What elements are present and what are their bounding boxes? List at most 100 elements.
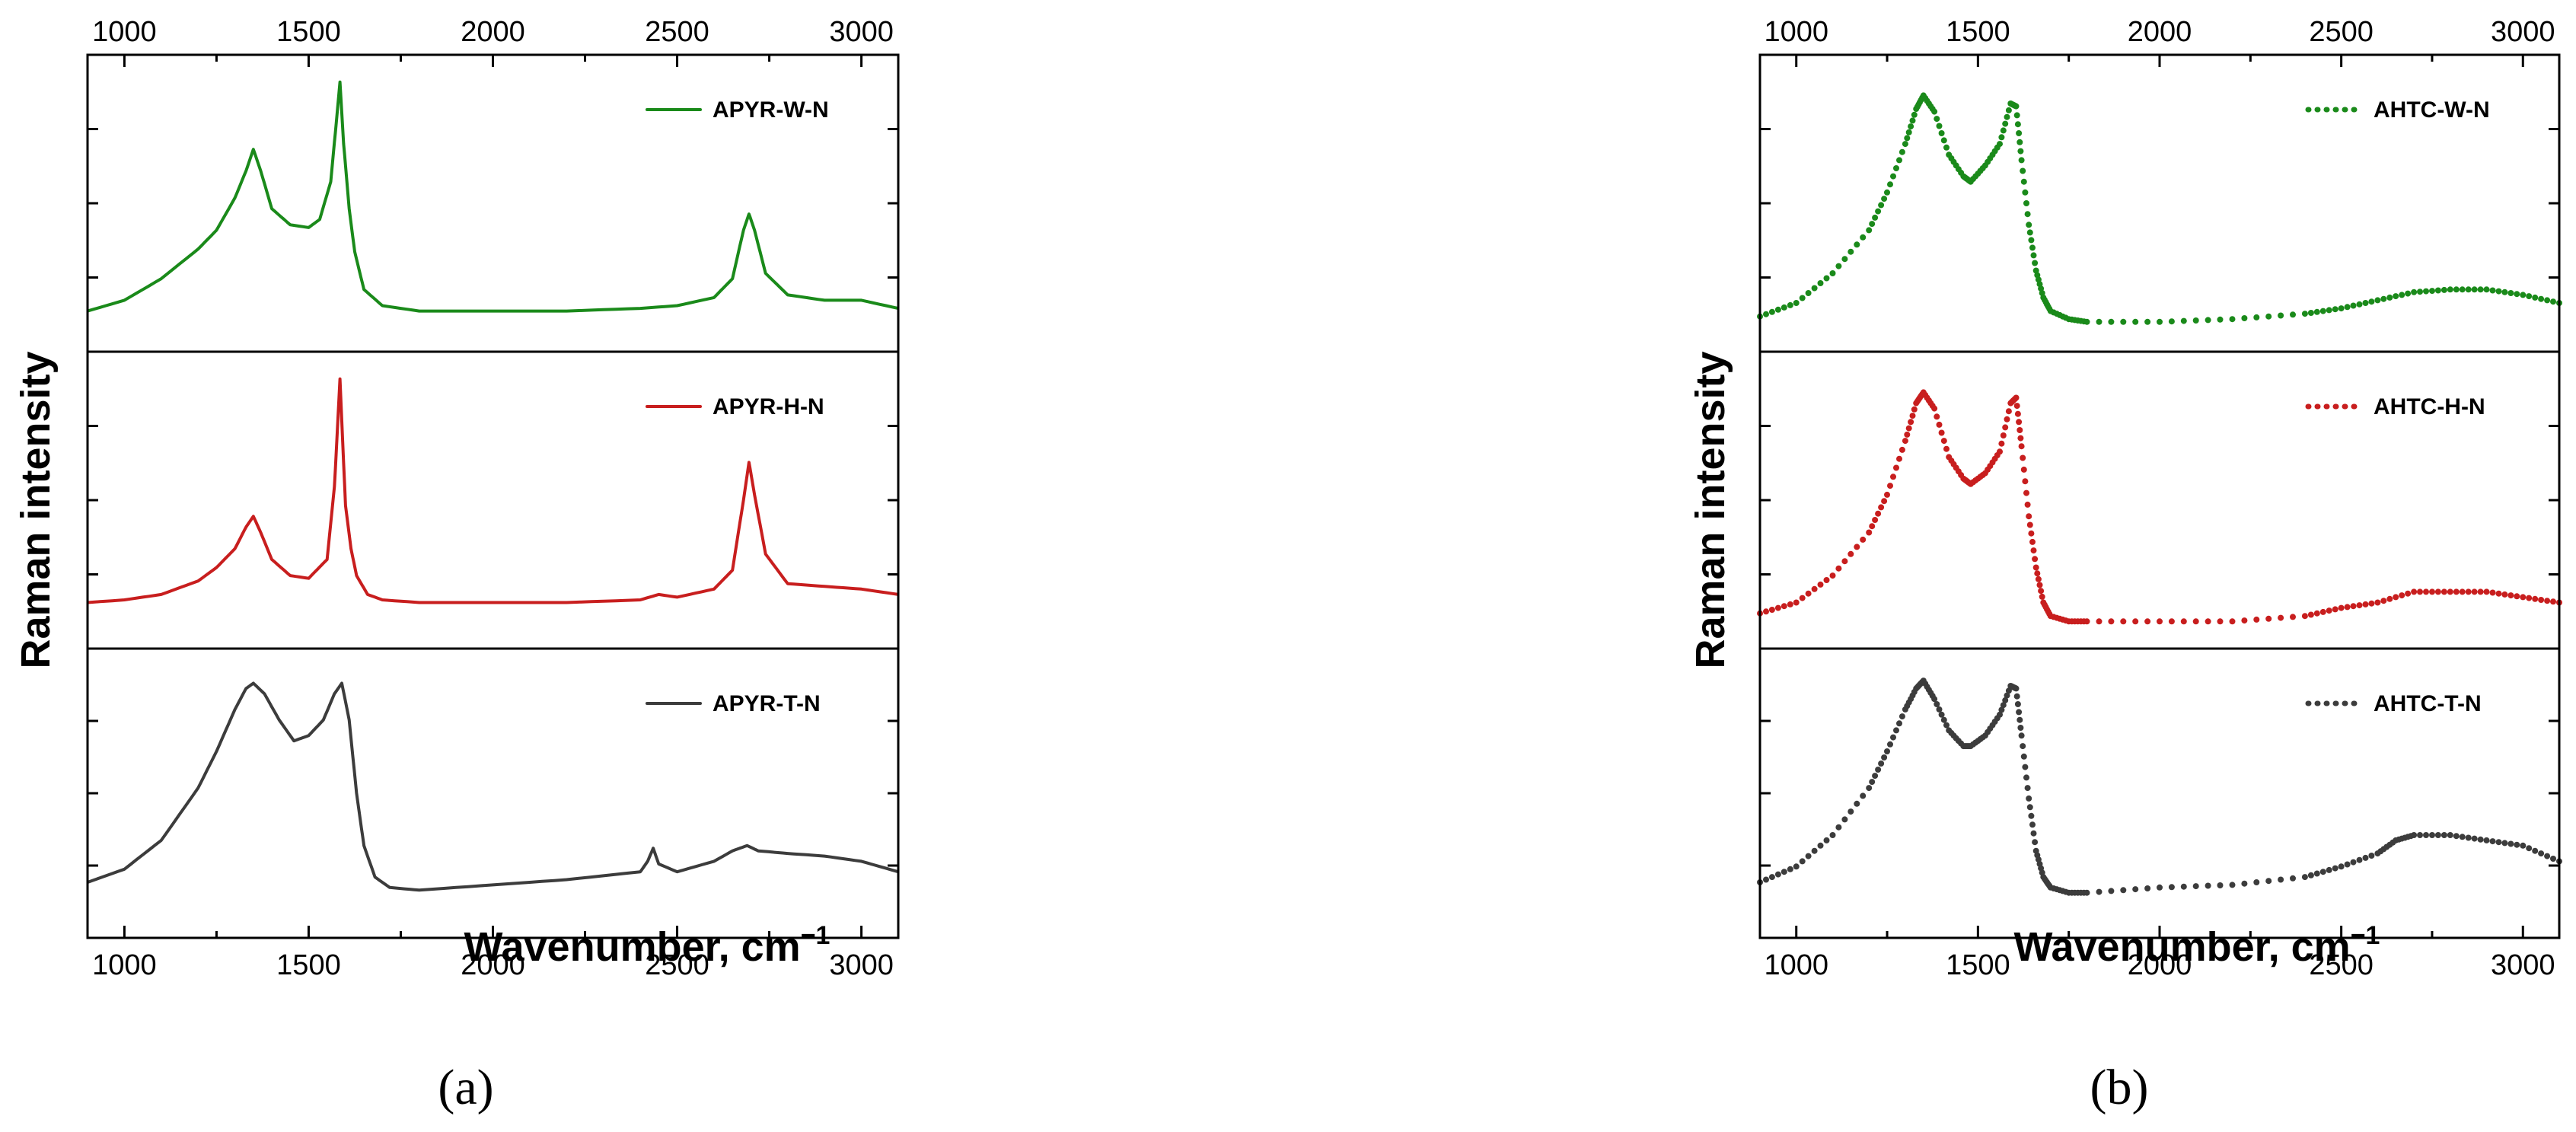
data-point-AHTC-T-N-7	[1799, 858, 1806, 865]
x-tick-label-bottom-b-2500: 2500	[2309, 949, 2374, 981]
data-point-AHTC-H-N-101	[2024, 501, 2031, 508]
data-point-AHTC-T-N-50	[1936, 706, 1943, 713]
data-point-AHTC-W-N-133	[2096, 318, 2103, 325]
data-point-AHTC-H-N-141	[2192, 618, 2199, 625]
data-point-AHTC-T-N-176	[2423, 832, 2429, 838]
data-point-AHTC-W-N-6	[1793, 300, 1800, 306]
data-point-AHTC-H-N-108	[2032, 564, 2039, 571]
data-point-AHTC-H-N-175	[2453, 588, 2460, 595]
data-point-AHTC-H-N-188	[2532, 595, 2539, 602]
data-point-AHTC-T-N-148	[2278, 876, 2284, 883]
data-point-AHTC-H-N-107	[2032, 556, 2039, 563]
data-point-AHTC-W-N-190	[2544, 297, 2551, 304]
data-point-AHTC-W-N-141	[2192, 317, 2199, 324]
data-point-AHTC-W-N-17	[1860, 234, 1867, 241]
data-point-AHTC-T-N-16	[1854, 800, 1860, 807]
data-point-AHTC-T-N-106	[2030, 830, 2037, 837]
data-point-AHTC-T-N-153	[2319, 869, 2326, 875]
data-point-AHTC-H-N-161	[2368, 600, 2375, 607]
x-tick-label-bottom-a-1500: 1500	[276, 949, 341, 981]
data-point-AHTC-T-N-23	[1881, 754, 1888, 761]
data-point-AHTC-T-N-24	[1884, 748, 1890, 754]
data-point-AHTC-H-N-83	[2005, 408, 2012, 415]
x-tick-label-bottom-b-2000: 2000	[2128, 949, 2192, 981]
data-point-AHTC-W-N-136	[2132, 318, 2139, 325]
data-point-AHTC-W-N-90	[2013, 103, 2020, 110]
x-tick-label-top-b-1500: 1500	[1946, 16, 2010, 48]
data-point-AHTC-W-N-164	[2386, 294, 2393, 301]
data-point-AHTC-T-N-91	[2013, 693, 2020, 700]
data-point-AHTC-T-N-136	[2132, 886, 2139, 893]
data-point-AHTC-H-N-151	[2307, 611, 2314, 618]
data-point-AHTC-H-N-53	[1943, 445, 1950, 452]
data-point-AHTC-T-N-94	[2016, 716, 2023, 723]
data-point-AHTC-T-N-19	[1869, 779, 1876, 786]
legend-entry-AHTC-T-N: AHTC-T-N	[2374, 691, 2482, 716]
data-point-AHTC-H-N-92	[2014, 410, 2021, 417]
x-tick-label-top-a-1000: 1000	[92, 16, 157, 48]
data-point-AHTC-T-N-53	[1943, 722, 1950, 729]
data-point-AHTC-T-N-182	[2459, 834, 2466, 840]
data-point-AHTC-W-N-21	[1875, 208, 1882, 215]
y-axis-label-b: Raman intensity	[1688, 351, 1733, 668]
data-point-AHTC-H-N-19	[1869, 523, 1876, 530]
data-point-AHTC-W-N-169	[2417, 289, 2423, 295]
data-point-AHTC-H-N-178	[2471, 588, 2478, 595]
data-point-AHTC-T-N-4	[1781, 869, 1787, 875]
data-point-AHTC-H-N-14	[1841, 558, 1848, 565]
data-point-AHTC-T-N-6	[1793, 863, 1800, 870]
data-point-AHTC-W-N-157	[2344, 304, 2351, 311]
data-point-AHTC-T-N-99	[2022, 764, 2029, 770]
data-point-AHTC-W-N-97	[2020, 167, 2026, 174]
data-point-AHTC-W-N-160	[2362, 300, 2369, 306]
data-point-AHTC-H-N-139	[2168, 618, 2175, 625]
data-point-AHTC-W-N-147	[2265, 313, 2272, 320]
data-point-AHTC-H-N-132	[2083, 618, 2090, 625]
data-point-AHTC-T-N-132	[2083, 889, 2090, 896]
data-point-AHTC-H-N-106	[2030, 547, 2037, 554]
data-point-AHTC-W-N-5	[1787, 301, 1793, 308]
data-point-AHTC-W-N-19	[1869, 221, 1876, 228]
panel-label-a: (a)	[438, 1060, 493, 1115]
data-point-AHTC-W-N-182	[2495, 288, 2502, 295]
data-point-AHTC-T-N-28	[1896, 720, 1902, 727]
data-point-AHTC-W-N-150	[2301, 311, 2308, 317]
data-point-AHTC-W-N-98	[2020, 178, 2027, 185]
x-tick-label-top-a-2000: 2000	[461, 16, 525, 48]
data-point-AHTC-T-N-98	[2020, 753, 2027, 760]
x-axis-label-a: Wavenumber, cm−1	[464, 921, 831, 970]
data-point-AHTC-H-N-21	[1875, 510, 1882, 517]
data-point-AHTC-W-N-171	[2429, 288, 2435, 295]
data-point-AHTC-T-N-51	[1938, 711, 1945, 718]
data-point-AHTC-T-N-81	[2002, 697, 2009, 703]
data-point-AHTC-T-N-29	[1899, 713, 1905, 720]
data-point-AHTC-T-N-13	[1835, 824, 1842, 831]
data-point-AHTC-T-N-14	[1841, 816, 1848, 823]
data-point-AHTC-T-N-155	[2332, 865, 2338, 872]
data-point-AHTC-H-N-35	[1911, 406, 1918, 413]
data-point-AHTC-T-N-145	[2241, 880, 2248, 887]
data-point-AHTC-H-N-78	[1997, 448, 2003, 455]
plot-frame-a	[86, 53, 900, 939]
data-point-AHTC-H-N-15	[1848, 550, 1854, 557]
data-point-AHTC-T-N-101	[2024, 785, 2031, 792]
x-tick-label-bottom-a-3000: 3000	[829, 949, 894, 981]
data-point-AHTC-T-N-146	[2253, 879, 2260, 885]
data-point-AHTC-W-N-3	[1774, 306, 1781, 313]
data-point-AHTC-T-N-140	[2180, 883, 2187, 890]
data-point-AHTC-H-N-29	[1899, 446, 1905, 453]
data-point-AHTC-H-N-22	[1878, 504, 1885, 511]
data-point-AHTC-H-N-91	[2013, 403, 2020, 410]
data-point-AHTC-T-N-161	[2368, 853, 2375, 859]
data-point-AHTC-T-N-180	[2447, 832, 2453, 838]
data-point-AHTC-H-N-51	[1938, 429, 1945, 436]
data-point-AHTC-W-N-161	[2368, 298, 2375, 305]
data-point-AHTC-W-N-189	[2538, 295, 2545, 302]
data-point-AHTC-H-N-170	[2423, 588, 2429, 595]
data-point-AHTC-H-N-34	[1909, 413, 1916, 419]
data-point-AHTC-W-N-14	[1841, 256, 1848, 263]
data-point-AHTC-H-N-110	[2035, 576, 2042, 582]
data-point-AHTC-H-N-137	[2144, 618, 2151, 625]
data-point-AHTC-H-N-8	[1805, 590, 1812, 597]
data-point-AHTC-H-N-105	[2029, 538, 2036, 545]
